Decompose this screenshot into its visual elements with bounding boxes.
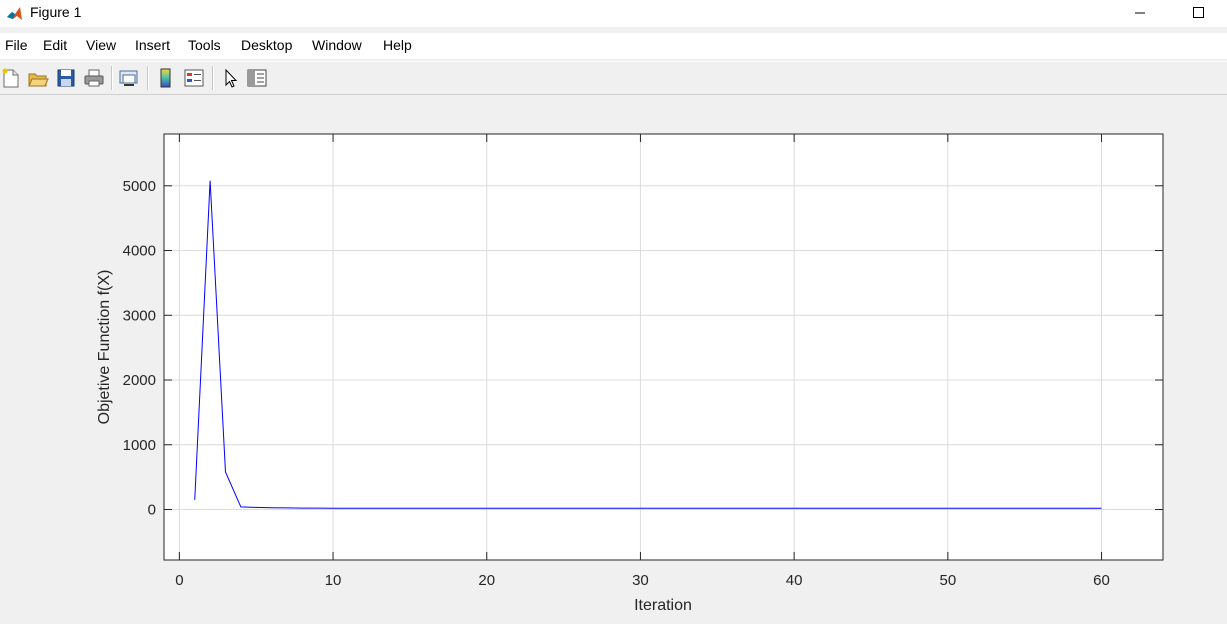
property-inspector-button[interactable] [246,67,268,89]
y-tick-label: 3000 [123,307,156,324]
property-inspector-icon [247,69,267,87]
x-tick-label: 60 [1093,572,1110,589]
menu-help[interactable]: Help [383,37,412,53]
print-button[interactable] [83,67,105,89]
toolbar [0,61,1227,95]
maximize-icon [1193,7,1204,18]
tick-marks [164,134,1163,560]
open-file-icon [28,73,49,87]
legend-button[interactable] [183,67,205,89]
title-bar: Figure 1 [0,0,1227,27]
new-figure-icon [2,68,19,88]
toolbar-separator [212,66,214,90]
toolbar-separator [111,66,113,90]
new-figure-button[interactable] [0,67,22,89]
maximize-button[interactable] [1175,0,1221,27]
y-tick-label: 0 [148,502,156,519]
x-axis-label: Iteration [634,597,692,614]
toolbar-separator [147,66,149,90]
x-tick-label: 40 [786,572,803,589]
y-tick-label: 5000 [123,178,156,195]
legend-icon [184,69,204,87]
menu-edit[interactable]: Edit [43,37,68,53]
menu-desktop[interactable]: Desktop [241,37,293,53]
x-tick-label: 50 [939,572,956,589]
matlab-logo-icon [6,5,23,22]
window-title: Figure 1 [30,4,82,20]
x-tick-label: 30 [632,572,649,589]
menu-file[interactable]: File [5,37,28,53]
save-button[interactable] [55,67,77,89]
x-tick-label: 0 [175,572,183,589]
minimize-icon [1135,12,1145,14]
y-tick-label: 4000 [123,243,156,260]
data-series [194,180,1102,509]
edit-plot-arrow-icon [225,68,238,88]
line-chart: 0 10 20 30 40 50 60 0 1000 2000 3000 4000 5000 Iter… [96,133,1164,614]
x-tick-labels: 0 10 20 30 40 50 60 [175,572,1110,589]
figure-canvas[interactable]: 0 10 20 30 40 50 60 0 1000 2000 3000 4000 5000 Iter… [0,95,1227,619]
link-plot-button[interactable] [118,67,140,89]
series-line [194,180,1102,509]
grid-lines [164,134,1163,560]
print-icon [84,69,104,87]
axes-box [163,133,1164,561]
x-tick-label: 10 [325,572,342,589]
link-plot-icon [119,70,138,86]
menu-window[interactable]: Window [312,37,362,53]
x-tick-label: 20 [478,572,495,589]
menu-view[interactable]: View [86,37,117,53]
y-tick-label: 2000 [123,372,156,389]
menu-insert[interactable]: Insert [135,37,171,53]
colorbar-button[interactable] [155,67,177,89]
menu-bar: File Edit View Insert Tools Desktop Wind… [0,33,1227,59]
y-axis-label: Objetive Function f(X) [96,270,113,425]
y-tick-label: 1000 [123,437,156,454]
y-tick-labels: 0 1000 2000 3000 4000 5000 [123,178,156,519]
edit-plot-button[interactable] [220,67,242,89]
menu-tools[interactable]: Tools [188,37,221,53]
open-file-button[interactable] [27,67,49,89]
colorbar-icon [160,68,171,88]
minimize-button[interactable] [1117,0,1163,27]
axes-background [164,134,1163,560]
save-icon [57,69,75,87]
